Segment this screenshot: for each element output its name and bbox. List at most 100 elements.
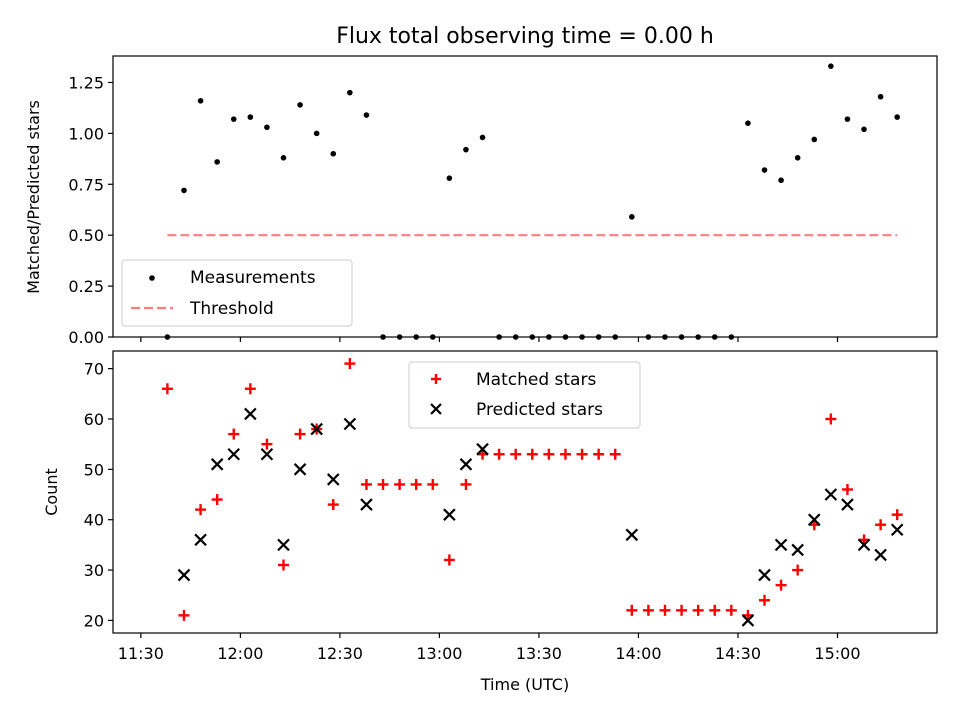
count-panel: Count Time (UTC) 20 30 40 50 60 70 11:30 12:00… (42, 350, 938, 694)
predicted-point (210, 458, 224, 471)
predicted-point-b (857, 538, 871, 552)
matched-point (559, 448, 571, 460)
chart-title: Flux total observing time = 0.00 h (336, 24, 714, 49)
predicted-point (277, 538, 290, 552)
predicted-point (260, 447, 274, 461)
matched-point (543, 448, 555, 460)
predicted-point (343, 417, 357, 431)
predicted-point-b (277, 538, 290, 552)
matched-point (510, 448, 522, 460)
predicted-point (443, 508, 456, 521)
matched-point (841, 483, 853, 495)
bottom-x-tick-label: 13:30 (516, 644, 562, 663)
matched-point (875, 519, 887, 531)
predicted-point-b (260, 447, 274, 461)
predicted-point (741, 614, 755, 627)
measurement-point (247, 114, 254, 120)
matched-point (526, 448, 538, 460)
bottom-x-tick-label: 14:00 (615, 644, 661, 663)
matched-point (294, 428, 306, 440)
matched-point (178, 609, 190, 621)
legend-threshold-label: Threshold (189, 299, 274, 319)
matched-point (676, 604, 688, 616)
top-y-tick-label: 1.00 (68, 124, 104, 143)
measurement-point (778, 177, 784, 184)
predicted-point (326, 473, 340, 486)
predicted-point (791, 543, 804, 557)
predicted-point (874, 548, 887, 562)
top-y-axis-label: Matched/Predicted stars (24, 100, 43, 294)
matched-point (228, 428, 240, 440)
predicted-point-b (310, 422, 323, 436)
matched-point (642, 604, 654, 616)
predicted-point-b (194, 533, 207, 547)
predicted-points (177, 407, 904, 627)
top-legend: Measurements Threshold (121, 259, 353, 327)
predicted-point-b (741, 614, 755, 627)
matched-point (725, 604, 737, 616)
matched-point (211, 494, 223, 506)
matched-point (825, 413, 837, 425)
measurement-point (313, 130, 320, 137)
bottom-y-tick-label: 70 (84, 360, 104, 379)
matched-point (244, 383, 256, 395)
measurement-point (794, 155, 801, 161)
matched-point (493, 448, 505, 460)
bottom-x-tick-label: 12:30 (317, 644, 363, 663)
matched-point (360, 478, 372, 490)
measurement-point (197, 97, 204, 104)
matched-point (377, 478, 389, 490)
bottom-y-axis: 20 30 40 50 60 70 (84, 360, 113, 630)
predicted-point-b (244, 407, 257, 421)
bottom-x-tick-label: 11:30 (118, 644, 164, 663)
matched-point (609, 448, 621, 460)
predicted-point-b (874, 548, 887, 562)
predicted-point-b (824, 488, 838, 501)
matched-points (161, 358, 903, 621)
matched-point (775, 579, 787, 591)
predicted-point (758, 568, 771, 582)
measurement-point (280, 155, 287, 161)
top-plot-frame (112, 55, 938, 338)
matched-point (659, 604, 671, 616)
matched-point (327, 499, 339, 511)
top-y-tick-label: 0.75 (68, 175, 104, 194)
matched-point (891, 509, 903, 521)
top-legend-box (121, 259, 353, 327)
predicted-point (177, 568, 191, 582)
measurement-point (894, 114, 900, 120)
top-x-axis (140, 337, 839, 342)
top-y-tick-label: 0.00 (68, 328, 104, 347)
measurement-point (861, 126, 867, 133)
matched-point (344, 358, 356, 370)
measurement-point (181, 187, 187, 194)
predicted-point-b (758, 568, 771, 582)
predicted-point (310, 422, 323, 436)
bottom-legend: Matched stars Predicted stars (408, 361, 641, 429)
predicted-point-b (326, 473, 340, 486)
legend-predicted-marker (430, 403, 442, 415)
bottom-x-tick-label: 13:00 (416, 644, 462, 663)
bottom-y-tick-label: 50 (84, 460, 104, 479)
predicted-point-b (459, 458, 473, 471)
measurement-point (446, 175, 453, 181)
predicted-point (774, 538, 788, 552)
matched-point (626, 604, 638, 616)
predicted-point-b (360, 498, 373, 511)
measurement-point (297, 102, 303, 108)
measurement-point (745, 120, 751, 126)
measurement-point (347, 89, 353, 96)
predicted-point (824, 488, 838, 501)
legend-measurements-marker (149, 275, 155, 281)
legend-matched-label: Matched stars (476, 370, 596, 390)
predicted-point-b (890, 523, 904, 537)
predicted-point (227, 447, 241, 461)
legend-measurements-label: Measurements (190, 268, 316, 288)
predicted-point (293, 463, 307, 476)
measurement-point (828, 63, 834, 69)
measurement-point (844, 116, 851, 122)
top-y-axis: 0.00 0.25 0.50 0.75 1.00 1.25 (68, 73, 113, 347)
matched-point (593, 448, 605, 460)
matched-point (792, 564, 804, 576)
